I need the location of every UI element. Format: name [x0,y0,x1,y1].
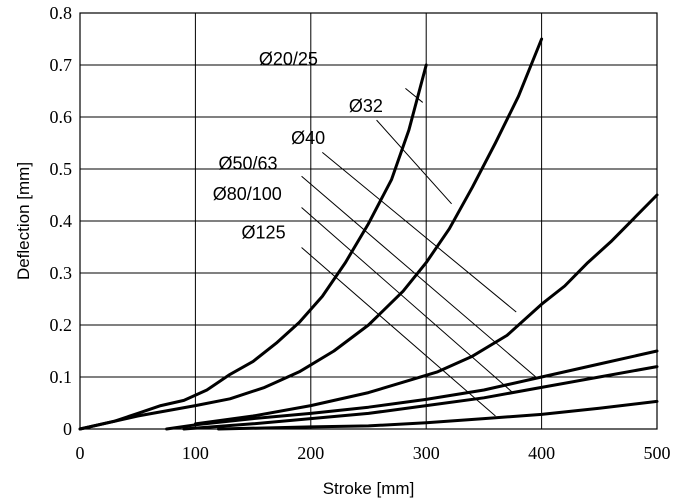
series-label-0: Ø20/25 [259,49,318,69]
y-tick-label-1: 0.1 [50,367,73,387]
x-axis-title: Stroke [mm] [323,479,415,498]
series-label-5: Ø125 [242,223,286,243]
series-line-4 [182,365,659,431]
y-tick-labels: 0 0.1 0.2 0.3 0.4 0.5 0.6 0.7 0.8 [50,3,73,439]
x-tick-labels: 0 100 200 300 400 500 [76,443,671,463]
series-label-1: Ø32 [349,96,383,116]
x-tick-label-2: 200 [297,443,324,463]
leader-line-4 [301,207,514,393]
x-tick-label-3: 300 [413,443,440,463]
y-axis-title: Deflection [mm] [14,162,33,280]
leader-line-3 [301,175,537,378]
series-line-1 [78,37,544,431]
y-tick-label-7: 0.7 [50,55,73,75]
y-tick-label-2: 0.2 [50,315,73,335]
leader-line-5 [301,247,496,417]
y-tick-label-4: 0.4 [50,211,73,231]
series-labels: Ø20/25 Ø32 Ø40 Ø50/63 Ø80/100 Ø125 [213,49,383,243]
series-label-2: Ø40 [291,128,325,148]
series-line-0 [78,63,428,431]
y-tick-label-5: 0.5 [50,159,73,179]
leader-line-2 [322,151,517,313]
x-tick-label-5: 500 [644,443,671,463]
plot-frame [79,12,658,430]
x-tick-label-0: 0 [76,443,85,463]
y-tick-label-3: 0.3 [50,263,73,283]
series-line-3 [165,349,659,431]
leader-line-0 [405,88,424,103]
leader-line-1 [376,119,452,205]
x-tick-label-1: 100 [182,443,209,463]
leader-lines [301,88,537,417]
series-line-2 [193,193,659,426]
series-label-3: Ø50/63 [218,154,277,174]
y-tick-label-8: 0.8 [50,3,73,23]
series-line-5 [217,399,659,431]
y-tick-label-6: 0.6 [50,107,73,127]
y-tick-label-0: 0 [63,419,72,439]
series-label-4: Ø80/100 [213,184,282,204]
series-lines [78,37,659,431]
x-tick-label-4: 400 [528,443,555,463]
